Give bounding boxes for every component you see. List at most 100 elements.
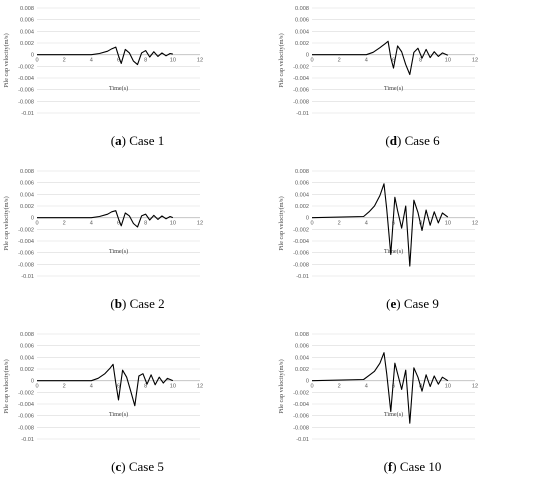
chart-svg: 0.0080.0060.0040.0020-0.002-0.004-0.006-…	[278, 332, 478, 443]
x-tick-label: 6	[117, 221, 120, 227]
x-tick-label: 6	[117, 58, 120, 64]
x-tick-label: 0	[35, 58, 38, 64]
x-tick-label: 2	[63, 221, 66, 227]
y-tick-label: -0.002	[293, 227, 309, 233]
y-tick-label: -0.01	[21, 111, 34, 117]
y-tick-label: -0.008	[18, 262, 34, 268]
panel-caption-text: Case 10	[399, 459, 442, 474]
x-tick-label: 0	[310, 384, 313, 390]
x-tick-label: 4	[90, 58, 93, 64]
chart-svg: 0.0080.0060.0040.0020-0.002-0.004-0.006-…	[278, 169, 478, 280]
y-tick-label: -0.008	[293, 99, 309, 105]
panel-caption-text: Case 2	[129, 296, 165, 311]
x-tick-label: 8	[144, 221, 147, 227]
y-tick-label: -0.004	[293, 76, 309, 82]
y-tick-label: 0	[31, 216, 34, 222]
y-tick-label: -0.01	[296, 274, 309, 280]
series-line	[37, 46, 173, 66]
x-tick-label: 4	[365, 384, 368, 390]
panel-letter: (c)	[111, 459, 129, 474]
y-tick-label: 0.004	[295, 29, 309, 35]
y-tick-label: 0	[306, 379, 309, 385]
x-tick-label: 12	[197, 58, 203, 64]
y-tick-label: 0.006	[295, 181, 309, 187]
y-tick-label: -0.008	[18, 425, 34, 431]
panel-caption: (f) Case 10	[275, 459, 550, 475]
y-axis-label: Pile cap velocity(m/s)	[3, 359, 10, 413]
y-axis-label: Pile cap velocity(m/s)	[278, 359, 285, 413]
chart-panel-e: 0.008 0.006 0.004 0.002 0 -0.002 -0.004 -0.006-…	[275, 163, 550, 321]
x-tick-label: 4	[90, 384, 93, 390]
panel-caption: (c) Case 5	[0, 459, 275, 475]
panel-caption: (d) Case 6	[275, 133, 550, 149]
x-tick-label: 2	[338, 384, 341, 390]
x-axis-label: Time(s)	[384, 85, 403, 92]
y-tick-label: 0.002	[295, 41, 309, 47]
x-tick-label: 8	[419, 58, 422, 64]
panel-caption-text: Case 1	[129, 133, 165, 148]
y-tick-label: 0.002	[20, 204, 34, 210]
y-axis-label: Pile cap velocity(m/s)	[3, 33, 10, 87]
x-axis-label: Time(s)	[384, 411, 403, 418]
x-tick-label: 0	[310, 58, 313, 64]
y-tick-label: 0.002	[20, 367, 34, 373]
chart-svg: 0.0080.0060.0040.0020-0.002-0.004-0.006-…	[3, 169, 203, 280]
panel-caption: (a) Case 1	[0, 133, 275, 149]
x-tick-label: 2	[338, 221, 341, 227]
y-tick-label: -0.008	[293, 425, 309, 431]
x-tick-label: 12	[472, 384, 478, 390]
panel-caption-text: Case 9	[403, 296, 439, 311]
x-axis-label: Time(s)	[109, 411, 128, 418]
y-tick-label: 0.008	[295, 332, 309, 338]
y-tick-label: -0.006	[293, 414, 309, 420]
y-tick-label: 0.004	[20, 355, 34, 361]
y-axis-label: Pile cap velocity(m/s)	[278, 33, 285, 87]
x-axis-label: Time(s)	[384, 248, 403, 255]
series-line	[311, 183, 449, 267]
y-axis-label: Pile cap velocity(m/s)	[278, 196, 285, 250]
y-tick-label: 0.002	[295, 204, 309, 210]
x-tick-label: 12	[197, 221, 203, 227]
y-tick-label: -0.004	[293, 402, 309, 408]
series-line	[312, 40, 449, 76]
y-tick-label: 0.004	[20, 29, 34, 35]
y-tick-label: -0.002	[18, 64, 34, 70]
y-tick-label: -0.006	[293, 88, 309, 94]
y-tick-label: 0.008	[20, 169, 34, 175]
x-tick-label: 12	[472, 58, 478, 64]
y-tick-label: -0.01	[21, 274, 34, 280]
x-tick-label: 0	[310, 221, 313, 227]
panel-caption-text: Case 5	[128, 459, 164, 474]
panel-letter: (e)	[386, 296, 404, 311]
x-tick-label: 6	[392, 384, 395, 390]
x-tick-label: 10	[445, 221, 451, 227]
y-tick-label: -0.002	[18, 227, 34, 233]
x-tick-label: 6	[392, 58, 395, 64]
x-tick-label: 4	[365, 58, 368, 64]
x-tick-label: 10	[170, 58, 176, 64]
panel-caption: (b) Case 2	[0, 296, 275, 312]
x-tick-label: 0	[35, 384, 38, 390]
x-tick-label: 10	[445, 58, 451, 64]
y-tick-label: 0.004	[295, 192, 309, 198]
series-line	[37, 210, 174, 228]
y-tick-label: -0.004	[18, 76, 34, 82]
y-tick-label: -0.004	[293, 239, 309, 245]
y-tick-label: 0.002	[20, 41, 34, 47]
y-tick-label: 0.006	[295, 344, 309, 350]
y-tick-label: 0.006	[20, 344, 34, 350]
x-tick-label: 2	[63, 58, 66, 64]
x-axis-label: Time(s)	[109, 248, 128, 255]
x-tick-label: 6	[117, 384, 120, 390]
y-tick-label: 0.006	[20, 18, 34, 24]
x-tick-label: 12	[472, 221, 478, 227]
chart-panel-c: 0.008 0.006 0.004 0.002 0 -0.002 -0.004 -0.006-…	[0, 326, 275, 484]
panel-letter: (f)	[383, 459, 400, 474]
x-tick-label: 10	[170, 384, 176, 390]
y-tick-label: -0.004	[18, 402, 34, 408]
panel-caption: (e) Case 9	[275, 296, 550, 312]
y-tick-label: -0.004	[18, 239, 34, 245]
y-tick-label: 0	[306, 216, 309, 222]
chart-panel-f: 0.008 0.006 0.004 0.002 0 -0.002 -0.004 -0.006-…	[275, 326, 550, 484]
